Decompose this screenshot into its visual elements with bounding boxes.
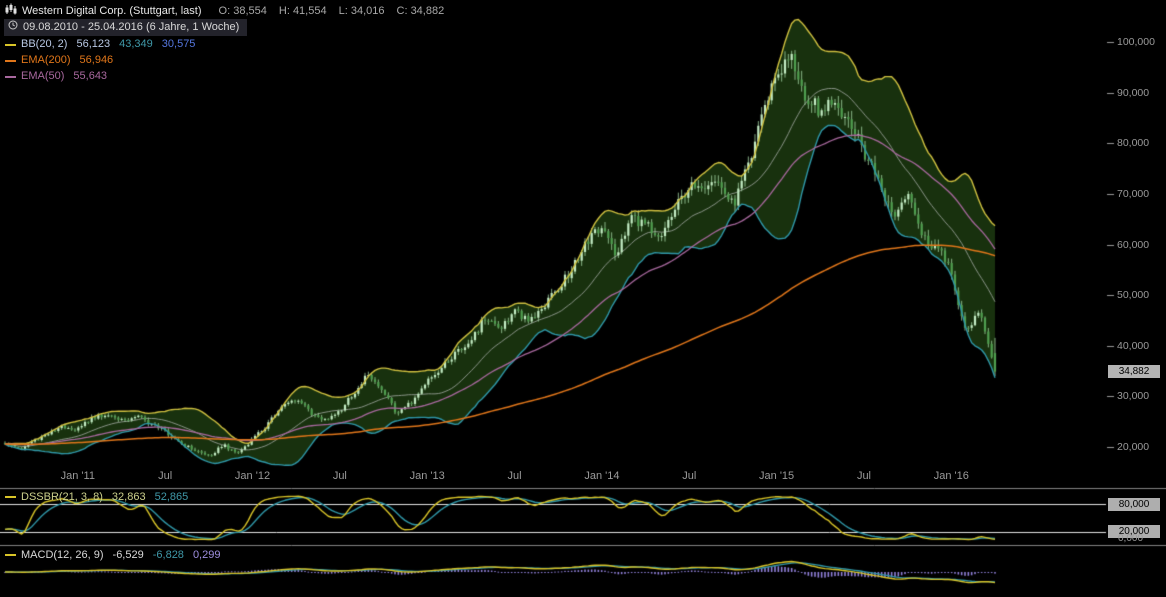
time-tick-label: Jul	[158, 470, 173, 482]
time-tick-label: Jul	[856, 470, 871, 482]
last-price-badge: 34,882	[1108, 364, 1160, 378]
macd-value: -6,529	[112, 549, 144, 561]
time-tick-label: Jan '15	[759, 470, 795, 482]
ema50-value: 55,643	[73, 70, 108, 82]
dssbr-level-20-badge: 20,000	[1108, 525, 1160, 538]
macd-signal-value: -6,828	[152, 549, 184, 561]
date-range-label: 09.08.2010 - 25.04.2016 (6 Jahre, 1 Woch…	[23, 20, 240, 33]
macd-indicator-label[interactable]: MACD(12, 26, 9) -6,529 -6,828 0,299	[5, 549, 220, 561]
time-tick-label: Jul	[507, 470, 522, 482]
bb-swatch-icon	[5, 43, 16, 46]
clock-icon	[8, 20, 18, 34]
ema50-swatch-icon	[5, 75, 16, 78]
ema200-swatch-icon	[5, 59, 16, 62]
legend-bollinger[interactable]: BB(20, 2) 56,123 43,349 30,575	[5, 38, 195, 51]
bb-middle-value: 43,349	[119, 38, 153, 50]
legend-ema50[interactable]: EMA(50) 55,643	[5, 70, 107, 83]
time-tick-label: Jul	[332, 470, 347, 482]
time-tick-label: Jan '11	[60, 470, 95, 482]
legend-ema200[interactable]: EMA(200) 56,946	[5, 54, 113, 67]
time-tick-label: Jan '12	[234, 470, 271, 482]
time-tick-label: Jan '13	[409, 470, 445, 482]
bb-upper-value: 56,123	[76, 38, 111, 50]
dssbr-zero-label: 0,000	[1118, 533, 1144, 544]
macd-name: MACD(12, 26, 9)	[21, 549, 104, 561]
ema50-name: EMA(50)	[21, 70, 65, 82]
macd-swatch-icon	[5, 554, 16, 556]
time-axis: Jan '11 Jul Jan '12 Jul Jan '13 Jul Jan '14 Jul…	[0, 470, 1106, 484]
bb-lower-value: 30,575	[161, 38, 196, 50]
macd-hist-value: 0,299	[192, 549, 221, 561]
dssbr-level-80-badge: 80,000	[1108, 498, 1160, 511]
time-tick-label: Jan '16	[933, 470, 969, 482]
ema200-value: 56,946	[79, 54, 114, 66]
date-range-selector[interactable]: 09.08.2010 - 25.04.2016 (6 Jahre, 1 Woch…	[4, 19, 248, 36]
dssbr-name: DSSBR(21, 3, 8)	[21, 491, 103, 503]
time-tick-label: Jul	[682, 470, 697, 482]
ema200-name: EMA(200)	[21, 54, 71, 66]
dssbr-indicator-label[interactable]: DSSBR(21, 3, 8) 32,863 52,865	[5, 491, 188, 503]
dssbr-swatch-icon	[5, 496, 16, 498]
dssbr-value-2: 52,865	[154, 491, 189, 503]
time-tick-label: Jan '14	[584, 470, 620, 482]
dssbr-value-1: 32,863	[111, 491, 146, 503]
bb-name: BB(20, 2)	[21, 38, 68, 50]
